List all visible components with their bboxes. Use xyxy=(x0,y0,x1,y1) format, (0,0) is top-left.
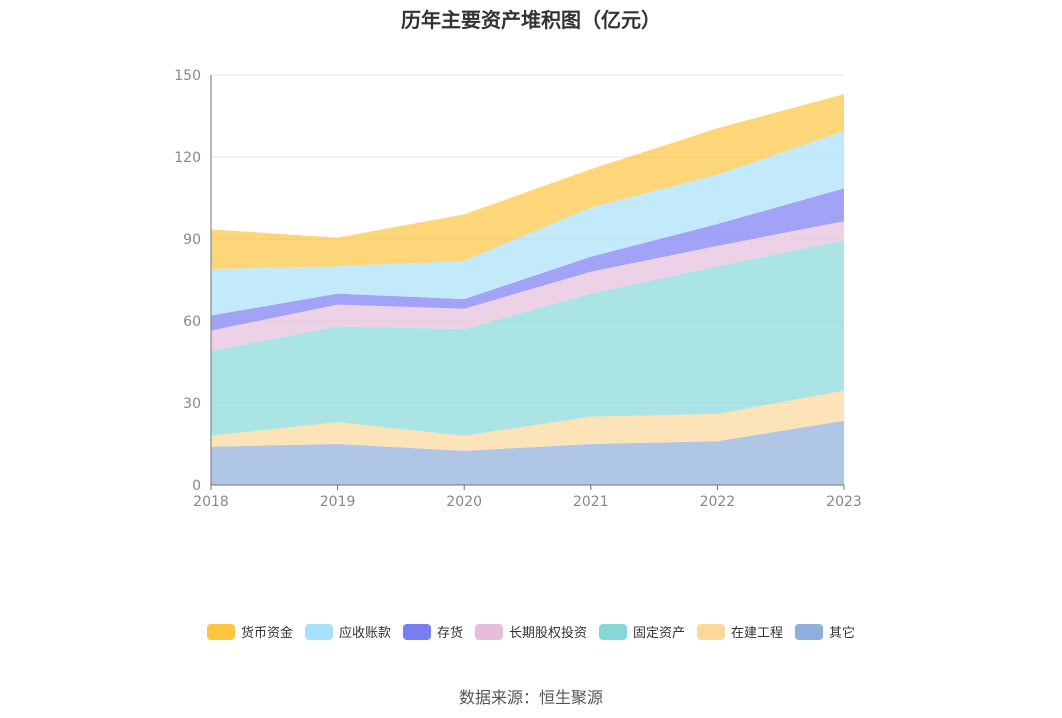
legend: 货币资金 应收账款 存货 长期股权投资 固定资产 在建工程 其它 xyxy=(0,622,1062,641)
legend-label: 在建工程 xyxy=(731,626,784,641)
y-tick-label: 90 xyxy=(183,232,201,248)
legend-item[interactable]: 存货 xyxy=(402,622,463,641)
legend-item[interactable]: 应收账款 xyxy=(304,622,391,641)
legend-swatch xyxy=(697,623,726,640)
legend-label: 存货 xyxy=(436,626,463,641)
y-tick-label: 120 xyxy=(174,150,201,166)
legend-item[interactable]: 固定资产 xyxy=(599,622,685,641)
stacked-area-chart: 0 30 60 90 120 150 2018 2019 2020 2021 2022 2023 xyxy=(174,68,862,510)
legend-swatch xyxy=(795,623,824,640)
legend-item[interactable]: 货币资金 xyxy=(206,622,293,641)
legend-swatch xyxy=(599,623,627,640)
legend-swatch xyxy=(206,623,235,640)
area-series xyxy=(211,221,844,352)
legend-label: 其它 xyxy=(829,626,856,641)
x-tick-label: 2018 xyxy=(193,494,229,510)
legend-swatch xyxy=(304,623,333,640)
area-series xyxy=(211,131,844,316)
source-text: 数据来源：恒生聚源 xyxy=(458,688,603,707)
area-series xyxy=(211,188,844,331)
legend-swatch xyxy=(474,623,503,640)
y-tick-label: 150 xyxy=(174,68,201,84)
y-tick-label: 0 xyxy=(192,478,201,494)
x-tick-label: 2023 xyxy=(826,494,862,510)
legend-item[interactable]: 其它 xyxy=(795,622,855,641)
x-tick-label: 2020 xyxy=(446,494,482,510)
area-series xyxy=(211,420,844,485)
y-tick-label: 60 xyxy=(183,314,201,330)
legend-swatch xyxy=(402,623,431,640)
x-tick-label: 2019 xyxy=(320,494,356,510)
area-series xyxy=(211,240,844,436)
legend-label: 长期股权投资 xyxy=(508,626,587,641)
area-series xyxy=(211,94,844,270)
y-tick-label: 30 xyxy=(183,396,201,412)
legend-label: 固定资产 xyxy=(633,626,686,641)
chart-title: 历年主要资产堆积图（亿元） xyxy=(401,8,661,32)
legend-label: 货币资金 xyxy=(240,626,293,641)
area-layer xyxy=(211,94,844,485)
legend-item[interactable]: 长期股权投资 xyxy=(474,622,587,641)
x-tick-label: 2022 xyxy=(700,494,736,510)
legend-item[interactable]: 在建工程 xyxy=(697,622,783,641)
area-series xyxy=(211,390,844,451)
axis-layer: 0 30 60 90 120 150 2018 2019 2020 2021 2022 2023 xyxy=(174,68,862,510)
x-tick-label: 2021 xyxy=(573,494,609,510)
legend-label: 应收账款 xyxy=(338,626,391,641)
